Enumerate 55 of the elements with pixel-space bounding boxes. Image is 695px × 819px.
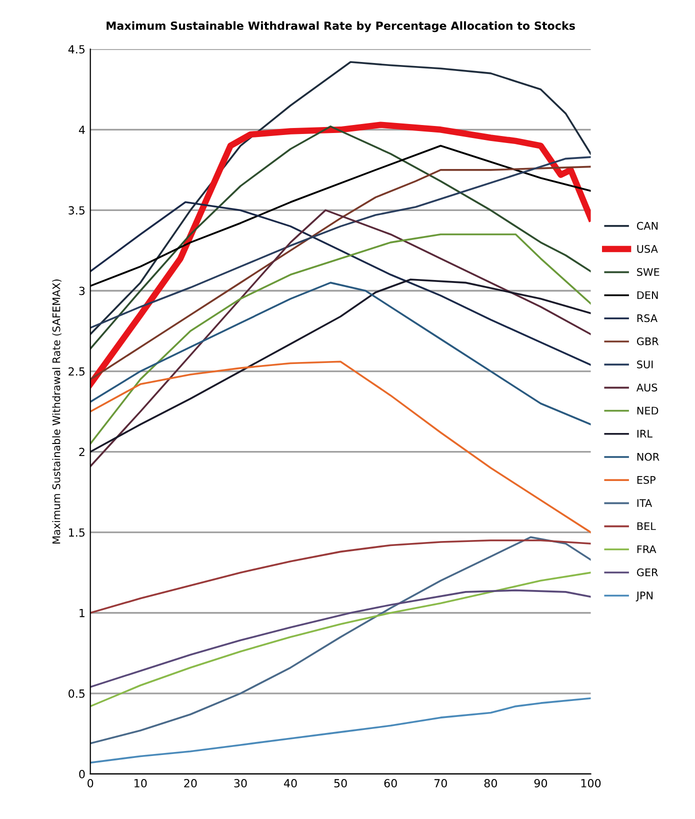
line-series — [90, 697, 591, 764]
y-tick-label: 2 — [79, 448, 84, 456]
y-tick-label: 1 — [80, 609, 84, 618]
legend-label: GBR — [636, 337, 659, 346]
x-tick-label: 0 — [88, 779, 94, 788]
legend-label: DEN — [637, 291, 658, 299]
x-tick-label: 40 — [284, 779, 297, 788]
y-tick-label: 2.5 — [68, 367, 85, 376]
legend-label: ITA — [637, 499, 652, 507]
y-tick-label: 4.5 — [68, 45, 85, 54]
y-tick-label: 4 — [78, 126, 85, 134]
line-series — [90, 126, 591, 350]
line-series — [90, 166, 591, 380]
line-series — [90, 540, 591, 614]
line-series — [90, 61, 591, 336]
y-tick-label: 3.5 — [68, 206, 85, 215]
line-series — [90, 589, 591, 688]
legend-label: USA — [637, 244, 658, 253]
line-series — [90, 360, 591, 534]
y-tick-label: 3 — [79, 286, 85, 296]
x-tick-label: 90 — [534, 779, 548, 788]
x-tick-label: 20 — [184, 779, 197, 788]
legend-label: JPN — [636, 592, 652, 602]
legend-label: CAN — [636, 222, 658, 230]
line-series — [90, 201, 591, 366]
y-axis-title: Maximum Sustainable Withdrawal Rate (SAFEMAX) — [52, 279, 62, 544]
legend-label: NOR — [637, 452, 660, 461]
line-series — [90, 536, 591, 744]
legend-label: IRL — [637, 430, 652, 438]
line-series — [90, 278, 591, 453]
x-tick-label: 30 — [234, 779, 247, 788]
chart-title: Maximum Sustainable Withdrawal Rate by Percentage Allocation to Stocks — [106, 21, 575, 32]
line-series — [90, 209, 591, 468]
line-series — [90, 282, 591, 426]
legend-label: RSA — [637, 314, 658, 322]
legend-label: SUI — [637, 360, 653, 368]
x-tick-label: 80 — [484, 779, 497, 788]
legend-label: SWE — [637, 268, 660, 276]
legend-label: GER — [636, 568, 658, 576]
legend-label: AUS — [636, 384, 658, 392]
x-tick-label: 60 — [384, 779, 397, 788]
line-series — [90, 156, 591, 329]
line-series — [90, 572, 591, 708]
line-series — [90, 233, 591, 445]
x-tick-label: 50 — [334, 779, 347, 788]
x-tick-label: 70 — [434, 779, 447, 788]
x-tick-label: 100 — [581, 779, 601, 788]
legend-label: BEL — [637, 522, 656, 530]
legend-label: FRA — [637, 545, 656, 554]
legend-label: ESP — [637, 476, 656, 484]
y-tick-label: 0 — [79, 770, 85, 778]
x-tick-label: 10 — [134, 779, 147, 788]
y-tick-label: 0.5 — [68, 689, 85, 698]
legend-label: NED — [637, 406, 658, 414]
y-tick-label: 1.5 — [69, 528, 85, 537]
